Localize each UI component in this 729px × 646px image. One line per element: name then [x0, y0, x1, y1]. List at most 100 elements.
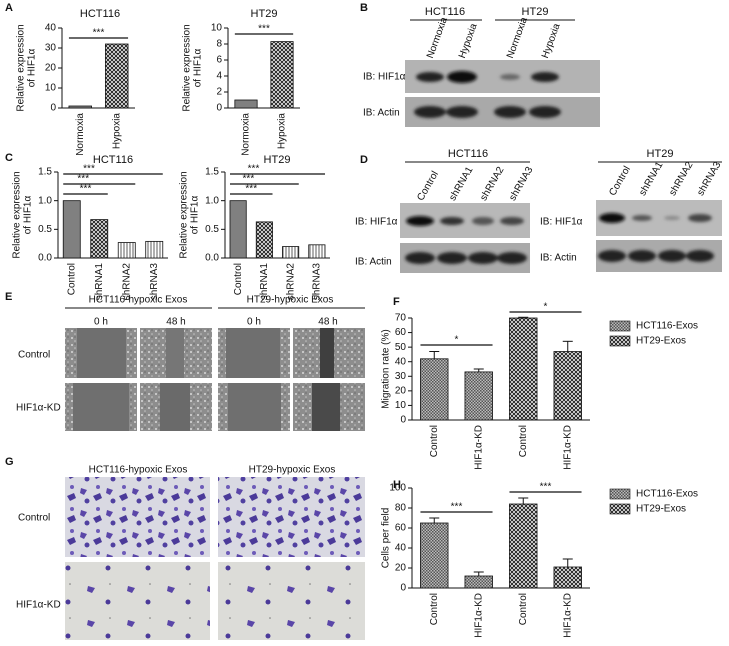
row-label: IB: Actin: [355, 257, 392, 268]
bar: [90, 219, 109, 259]
y-tick-label: 1.5: [38, 167, 52, 178]
row-label: IB: HIF1α: [363, 72, 406, 83]
panel-letter: E: [5, 291, 12, 303]
time-label: 48 h: [166, 317, 185, 328]
y-tick-label: 30: [395, 371, 407, 382]
bar: [553, 351, 582, 421]
time-label: 48 h: [318, 317, 337, 328]
x-tick-label: Hypoxia: [111, 113, 122, 150]
bar: [62, 200, 81, 259]
significance-label: *: [455, 335, 459, 346]
bar: [553, 566, 582, 589]
y-axis-label: of HIF1α: [193, 49, 204, 88]
blot-title: HCT116: [448, 148, 488, 160]
blot-b: HCT116 HT29 Normoxia Hypoxia Normoxia Hy…: [363, 6, 600, 127]
y-axis-label: Relative expression: [182, 24, 193, 111]
legend-swatch: [609, 320, 631, 332]
row-label: IB: HIF1α: [540, 217, 583, 228]
bar: [270, 41, 294, 109]
y-tick-label: 6: [216, 55, 222, 66]
bands: [405, 216, 527, 264]
y-axis-label: of HIF1α: [190, 196, 201, 235]
x-tick-label: shRNA2: [121, 263, 132, 301]
x-tick-label: Control: [66, 263, 77, 295]
legend-swatch: [609, 503, 631, 515]
legend-label: HT29-Exos: [636, 504, 686, 515]
y-tick-label: 100: [389, 483, 406, 494]
time-label: 0 h: [94, 317, 108, 328]
panel-e: HCT116-hypoxic Exos HT29-hypoxic Exos 0 …: [16, 295, 365, 431]
y-tick-label: 0: [400, 583, 406, 594]
y-tick-label: 2: [216, 87, 222, 98]
group-title: HT29-hypoxic Exos: [249, 465, 336, 476]
bar: [420, 522, 449, 589]
significance-label: ***: [248, 164, 260, 175]
row-label: Control: [18, 350, 50, 361]
group-title: HCT116-hypoxic Exos: [89, 295, 188, 306]
y-tick-label: 0.5: [38, 224, 52, 235]
y-tick-label: 70: [395, 313, 407, 324]
x-tick-label: HIF1α-KD: [473, 425, 484, 470]
panel-letter: G: [5, 456, 14, 468]
legend-label: HCT116-Exos: [636, 489, 698, 500]
group-title: HT29-hypoxic Exos: [247, 295, 334, 306]
y-tick-label: 4: [216, 71, 222, 82]
blot-group: HT29: [522, 6, 549, 18]
bar: [282, 246, 300, 259]
row-label: HIF1α-KD: [16, 403, 61, 414]
significance-label: ***: [77, 174, 89, 185]
row-label: IB: Actin: [540, 253, 577, 264]
significance-label: ***: [258, 24, 270, 35]
time-label: 0 h: [247, 317, 261, 328]
panel-letter: B: [360, 2, 368, 14]
lane-label: Normoxia: [425, 16, 450, 60]
legend-label: HCT116-Exos: [636, 321, 698, 332]
lane-label: shRNA1: [637, 160, 665, 198]
x-tick-label: HIF1α-KD: [473, 593, 484, 638]
y-tick-label: 0: [216, 103, 222, 114]
lane-label: Hypoxia: [457, 22, 480, 60]
y-axis-label: of HIF1α: [27, 49, 38, 88]
row-label: IB: Actin: [363, 108, 400, 119]
lane-label: Hypoxia: [540, 22, 563, 60]
y-tick-label: 10: [395, 400, 407, 411]
x-tick-label: HIF1α-KD: [562, 593, 573, 638]
y-tick-label: 60: [395, 327, 407, 338]
micrograph: [65, 562, 210, 640]
row-label: IB: HIF1α: [355, 217, 398, 228]
chart-title: HCT116: [80, 8, 120, 20]
bar: [308, 244, 326, 259]
significance-label: ***: [243, 174, 255, 185]
micrograph: [218, 562, 365, 640]
x-tick-label: Control: [518, 425, 529, 457]
y-axis-label: Relative expression: [179, 171, 190, 258]
significance-label: ***: [451, 502, 463, 513]
blot-title: HT29: [647, 148, 674, 160]
lane-label: Normoxia: [505, 16, 530, 60]
y-tick-label: 40: [395, 543, 407, 554]
y-tick-label: 20: [395, 563, 407, 574]
legend-label: HT29-Exos: [636, 336, 686, 347]
lane-label: shRNA1: [447, 165, 475, 203]
x-tick-label: Control: [518, 593, 529, 625]
x-tick-label: shRNA1: [259, 263, 270, 301]
chart-title: HCT116: [93, 154, 133, 166]
blot-group: HCT116: [425, 6, 465, 18]
bar: [117, 242, 136, 259]
x-tick-label: Hypoxia: [277, 113, 288, 150]
y-tick-label: 10: [45, 83, 57, 94]
lane-label: Control: [607, 164, 633, 197]
row-label: Control: [18, 513, 50, 524]
bands: [598, 213, 714, 262]
y-tick-label: 10: [211, 23, 223, 34]
y-tick-label: 20: [395, 385, 407, 396]
lane-label: Control: [415, 169, 441, 202]
y-tick-label: 30: [45, 43, 57, 54]
chart-title: HT29: [251, 8, 278, 20]
lane-label: shRNA3: [507, 165, 535, 203]
x-tick-label: shRNA1: [94, 263, 105, 301]
y-axis-label: Relative expression: [16, 24, 27, 111]
y-axis-label: Relative expression: [12, 171, 23, 258]
y-tick-label: 0.0: [205, 253, 219, 264]
